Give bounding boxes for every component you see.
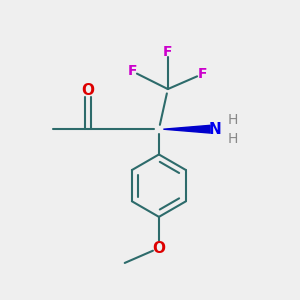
Text: H: H — [228, 132, 238, 146]
Text: F: F — [163, 45, 172, 59]
Text: O: O — [152, 241, 165, 256]
Text: N: N — [209, 122, 222, 137]
Polygon shape — [164, 125, 210, 133]
Text: F: F — [197, 67, 207, 81]
Text: F: F — [128, 64, 137, 78]
Text: O: O — [81, 83, 94, 98]
Text: H: H — [228, 113, 238, 127]
